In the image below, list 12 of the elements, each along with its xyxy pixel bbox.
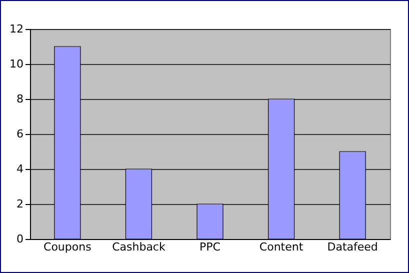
x-tick-label: Content <box>259 240 304 254</box>
x-tick-label: Cashback <box>112 240 166 254</box>
y-tick-label: 0 <box>16 232 24 246</box>
y-tick-label: 2 <box>16 198 24 210</box>
y-tick-label: 4 <box>16 162 24 176</box>
y-tick-label: 8 <box>16 92 24 106</box>
x-tick-label: PPC <box>200 240 221 254</box>
x-tick-label: Datafeed <box>327 240 378 254</box>
y-tick-label: 10 <box>10 58 24 70</box>
y-tick-label: 6 <box>16 128 24 140</box>
x-tick-label: Coupons <box>44 240 92 254</box>
y-tick-label: 12 <box>10 22 24 36</box>
